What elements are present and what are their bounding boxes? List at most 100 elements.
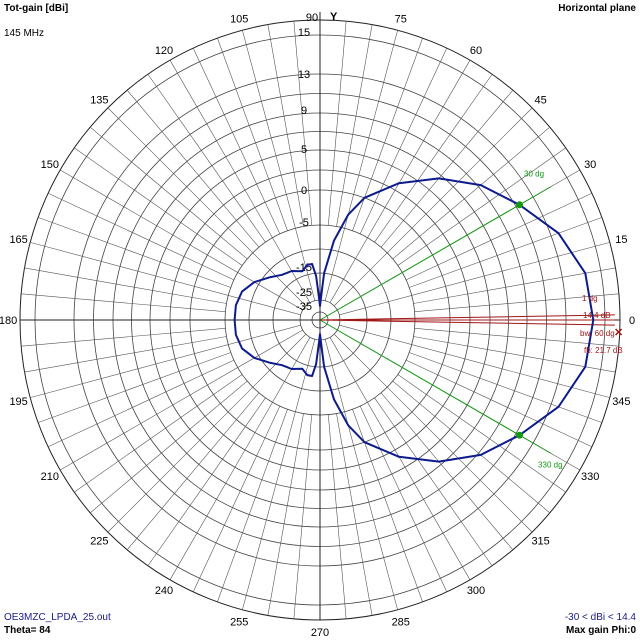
grid-spoke <box>405 192 593 281</box>
chart-title: Tot-gain [dBi] <box>4 3 69 14</box>
grid-spoke <box>327 414 347 619</box>
grid-spoke <box>192 405 281 593</box>
angle-label: 345 <box>612 396 630 408</box>
grid-spoke <box>192 47 281 235</box>
grid-spoke <box>324 339 398 610</box>
grid-spoke <box>413 336 616 373</box>
grid-spoke <box>336 413 373 616</box>
grid-spoke <box>217 37 288 231</box>
grid-spoke <box>414 327 619 347</box>
grid-spoke <box>397 374 566 493</box>
red-line <box>319 314 615 321</box>
grid-spoke <box>413 267 616 304</box>
radial-tick: -35 <box>296 301 312 313</box>
red-line <box>319 319 615 326</box>
angle-label: 240 <box>155 585 173 597</box>
angle-label: 60 <box>470 45 482 57</box>
angle-label: 225 <box>90 536 108 548</box>
radial-tick: 9 <box>301 105 307 117</box>
y-axis-label: Y <box>330 11 338 23</box>
grid-spoke <box>60 329 303 471</box>
grid-spoke <box>147 74 266 243</box>
polar-axes: Y <box>20 11 620 620</box>
grid-spoke <box>21 327 226 347</box>
angle-label: 180 <box>0 315 17 327</box>
grid-spoke <box>217 409 288 603</box>
grid-spoke <box>359 405 448 593</box>
grid-spoke <box>333 333 533 533</box>
grid-spoke <box>24 336 227 373</box>
radial-tick: 13 <box>298 69 310 81</box>
grid-spoke <box>327 21 347 226</box>
grid-spoke <box>339 242 610 316</box>
angle-label: 300 <box>467 585 485 597</box>
pattern-layer <box>233 177 595 463</box>
grid-spoke <box>392 126 551 260</box>
radial-tick: 15 <box>298 27 310 39</box>
grid-spoke <box>409 217 603 288</box>
max-gain-marker-label: 14.4 dB <box>583 311 611 320</box>
grid-spoke <box>409 352 603 423</box>
grid-spoke <box>21 293 226 313</box>
grid-spoke <box>37 352 231 423</box>
x-marker: ✕ <box>614 327 623 339</box>
beam-dot <box>516 201 524 209</box>
angle-label: 315 <box>531 536 549 548</box>
grid-spoke <box>397 147 566 266</box>
grid-spoke <box>74 147 243 266</box>
radial-tick: -5 <box>299 217 309 229</box>
beam-label: 330 dg <box>538 461 562 470</box>
grid-spoke <box>47 192 235 281</box>
marker-layer: 30 dg 330 dg <box>319 169 615 470</box>
angle-label: 45 <box>534 94 546 106</box>
angle-label: 90 <box>306 12 318 24</box>
beam-label: 30 dg <box>524 169 544 178</box>
beam-dot <box>516 431 524 439</box>
grid-spoke <box>89 380 248 514</box>
angle-label: 15 <box>615 234 627 246</box>
angle-label: 165 <box>9 234 27 246</box>
grid-spoke <box>359 47 448 235</box>
grid-spoke <box>293 414 313 619</box>
beamwidth-label: bw: 60 dg <box>580 329 615 338</box>
grid-spoke <box>74 374 243 493</box>
range-label: -30 < dBi < 14.4 <box>564 612 636 623</box>
angle-label: 195 <box>9 396 27 408</box>
grid-spoke <box>329 60 471 303</box>
grid-spoke <box>169 337 311 580</box>
grid-spoke <box>267 24 304 227</box>
grid-spoke <box>37 217 231 288</box>
angle-labels: 0153045607590105120135150165180195210225… <box>0 12 635 639</box>
grid-spoke <box>329 337 471 580</box>
grid-spoke <box>374 74 493 243</box>
grid-spoke <box>339 324 610 398</box>
grid-spoke <box>107 107 307 307</box>
grid-spoke <box>405 359 593 448</box>
front-back-label: fb: 21.7 dB <box>584 346 623 355</box>
grid-spoke <box>414 293 619 313</box>
grid-spoke <box>30 242 301 316</box>
beam-line <box>319 319 552 454</box>
beam-line <box>319 186 552 321</box>
angle-label: 210 <box>41 471 59 483</box>
grid-spoke <box>324 30 398 301</box>
angle-label: 255 <box>230 616 248 628</box>
grid-spoke <box>380 89 514 248</box>
grid-spoke <box>89 126 248 260</box>
grid-spoke <box>147 397 266 566</box>
angle-label: 270 <box>311 627 329 639</box>
theta-label: Theta= 84 <box>4 625 51 636</box>
red-angle-label: 1 dg <box>582 294 598 303</box>
max-gain-label: Max gain Phi:0 <box>565 625 636 636</box>
angle-label: 0 <box>629 315 635 327</box>
grid-spoke <box>333 107 533 307</box>
grid-spoke <box>392 380 551 514</box>
radial-tick: 0 <box>301 185 307 197</box>
angle-label: 135 <box>90 94 108 106</box>
grid-spoke <box>380 392 514 551</box>
grid-spoke <box>169 60 311 303</box>
grid-spoke <box>336 24 373 227</box>
grid-spoke <box>242 339 316 610</box>
file-label: OE3MZC_LPDA_25.out <box>4 612 111 623</box>
